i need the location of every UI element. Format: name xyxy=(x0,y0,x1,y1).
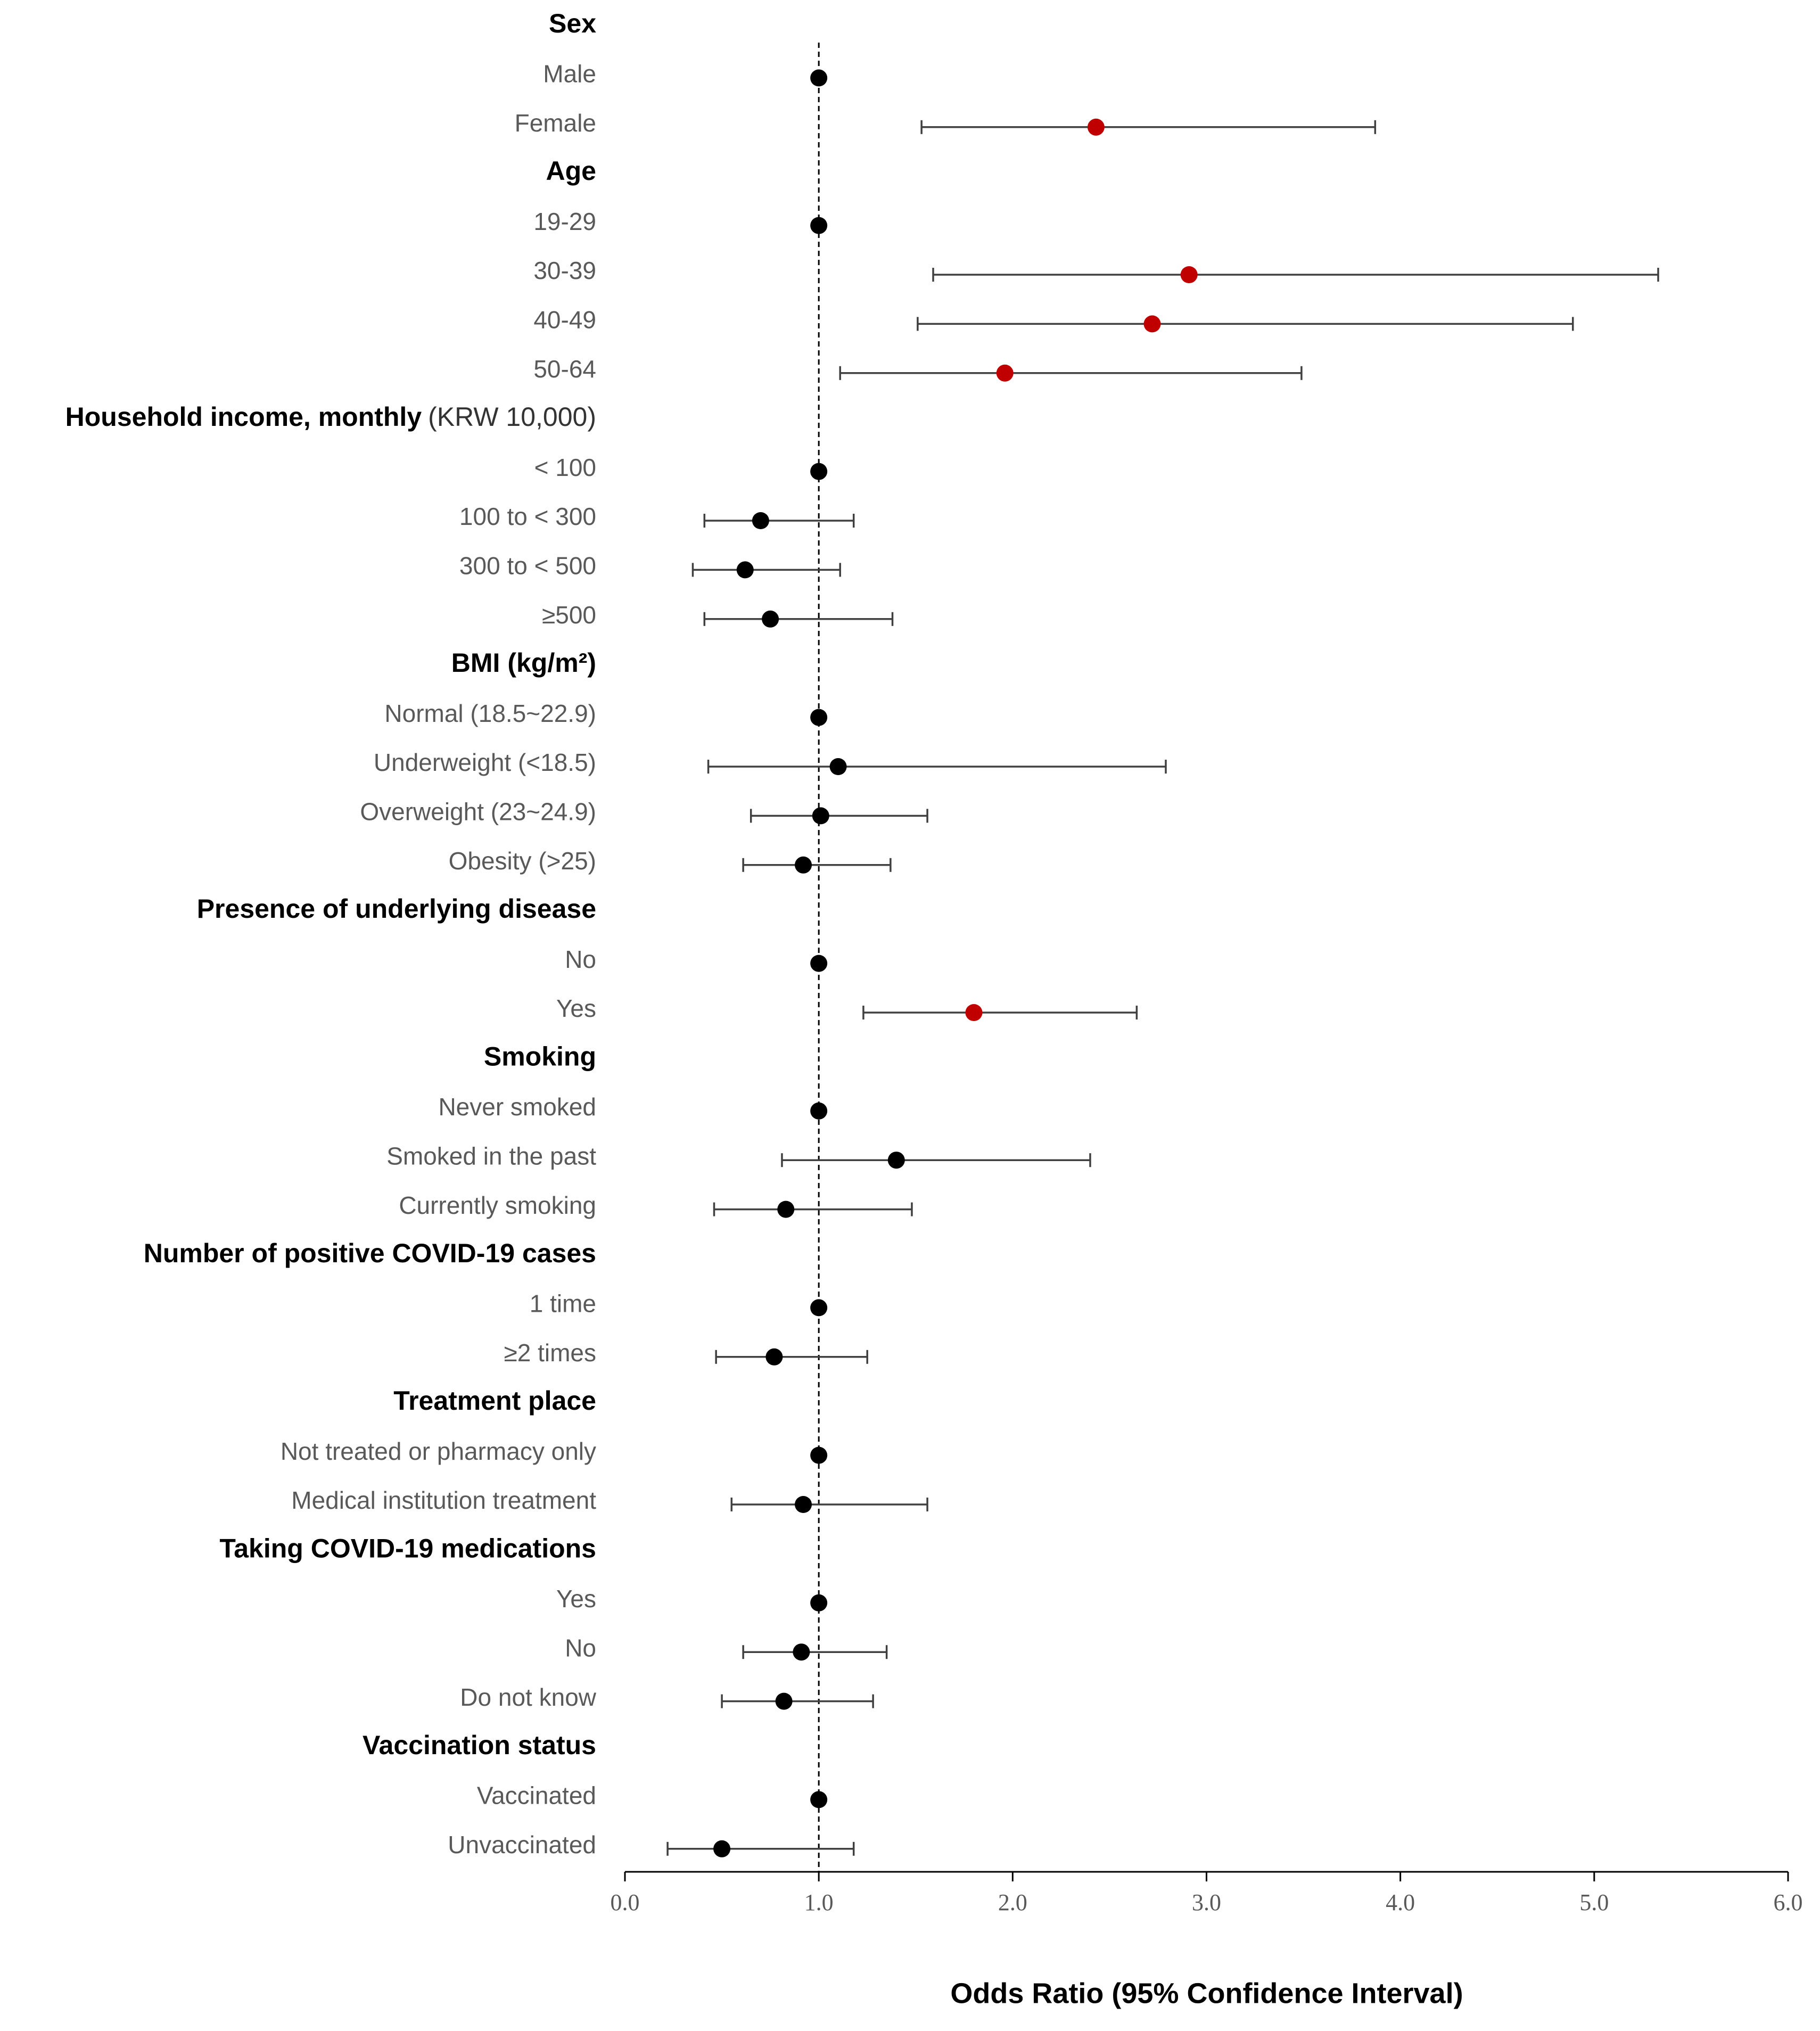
row-label: Overweight (23~24.9) xyxy=(360,798,596,826)
group-name: Household income, monthly xyxy=(65,402,422,432)
row-label: Yes xyxy=(556,994,596,1022)
point xyxy=(810,463,828,480)
group-name: Vaccination status xyxy=(363,1730,596,1760)
row-label: 30-39 xyxy=(533,257,596,284)
row-label: Female xyxy=(515,109,596,137)
point xyxy=(713,1840,731,1857)
row-label: Currently smoking xyxy=(399,1191,596,1219)
point xyxy=(762,610,779,628)
point xyxy=(752,512,769,529)
group-name: Number of positive COVID-19 cases xyxy=(144,1238,596,1268)
row-label: ≥2 times xyxy=(504,1339,596,1367)
x-tick-label: 2.0 xyxy=(998,1889,1027,1915)
point xyxy=(810,1299,828,1317)
group-name: Taking COVID-19 medications xyxy=(219,1534,596,1564)
row-label: No xyxy=(565,945,596,973)
group-name: Age xyxy=(546,156,596,186)
point xyxy=(812,807,829,825)
point xyxy=(810,69,828,87)
group-name: Presence of underlying disease xyxy=(197,894,596,924)
row-label: Never smoked xyxy=(438,1093,596,1121)
row-label: 300 to < 500 xyxy=(459,552,596,580)
row-label: 1 time xyxy=(530,1290,596,1318)
point xyxy=(810,1446,828,1464)
row-label: Vaccinated xyxy=(477,1782,596,1810)
row-label: Yes xyxy=(556,1585,596,1613)
point xyxy=(736,561,754,579)
x-tick-label: 4.0 xyxy=(1386,1889,1415,1915)
point xyxy=(795,856,812,874)
group-name: BMI (kg/m²) xyxy=(451,648,596,678)
point xyxy=(829,758,847,775)
x-tick-label: 1.0 xyxy=(804,1889,834,1915)
point xyxy=(965,1004,983,1021)
point xyxy=(887,1152,905,1169)
point xyxy=(777,1200,795,1218)
group-header: Smoking xyxy=(484,1042,596,1072)
row-label: Obesity (>25) xyxy=(449,847,596,875)
row-label: 50-64 xyxy=(533,355,596,383)
point xyxy=(1087,118,1105,136)
group-header: Presence of underlying disease xyxy=(197,894,596,924)
row-label: No xyxy=(565,1634,596,1662)
row-label: Unvaccinated xyxy=(448,1831,596,1859)
group-name: Sex xyxy=(549,9,596,38)
group-header: BMI (kg/m²) xyxy=(451,648,596,678)
row-label: Normal (18.5~22.9) xyxy=(384,700,596,727)
group-header: Treatment place xyxy=(393,1386,596,1416)
point xyxy=(795,1496,812,1513)
group-name: Smoking xyxy=(484,1042,596,1072)
point xyxy=(793,1643,810,1661)
point xyxy=(810,955,828,972)
row-label: Not treated or pharmacy only xyxy=(281,1437,596,1465)
row-label: 19-29 xyxy=(533,208,596,235)
row-label: Underweight (<18.5) xyxy=(374,749,596,776)
point xyxy=(996,364,1014,382)
x-tick-label: 6.0 xyxy=(1774,1889,1803,1915)
row-label: ≥500 xyxy=(542,601,596,629)
row-label: Smoked in the past xyxy=(386,1142,596,1170)
group-header: Age xyxy=(546,156,596,186)
row-label: Medical institution treatment xyxy=(291,1486,596,1514)
group-header: Household income, monthly (KRW 10,000) xyxy=(65,402,596,432)
row-label: 40-49 xyxy=(533,306,596,334)
x-axis-title: Odds Ratio (95% Confidence Interval) xyxy=(950,1977,1463,2009)
point xyxy=(775,1692,793,1710)
point xyxy=(810,1791,828,1808)
group-header: Taking COVID-19 medications xyxy=(219,1534,596,1564)
point xyxy=(810,1102,828,1120)
group-header: Number of positive COVID-19 cases xyxy=(144,1238,596,1268)
point xyxy=(1180,266,1198,283)
point xyxy=(810,217,828,234)
point xyxy=(765,1348,783,1366)
x-tick-label: 0.0 xyxy=(611,1889,640,1915)
point xyxy=(810,709,828,726)
group-header: Sex xyxy=(549,9,596,38)
row-label: Male xyxy=(543,60,596,88)
group-unit: (KRW 10,000) xyxy=(428,402,596,432)
x-tick-label: 5.0 xyxy=(1579,1889,1609,1915)
row-label: Do not know xyxy=(460,1683,596,1711)
x-tick-label: 3.0 xyxy=(1192,1889,1221,1915)
group-name: Treatment place xyxy=(393,1386,596,1416)
group-header: Vaccination status xyxy=(363,1730,596,1760)
point xyxy=(1143,315,1161,333)
point xyxy=(810,1594,828,1611)
row-label: 100 to < 300 xyxy=(459,503,596,530)
row-label: < 100 xyxy=(534,454,596,481)
